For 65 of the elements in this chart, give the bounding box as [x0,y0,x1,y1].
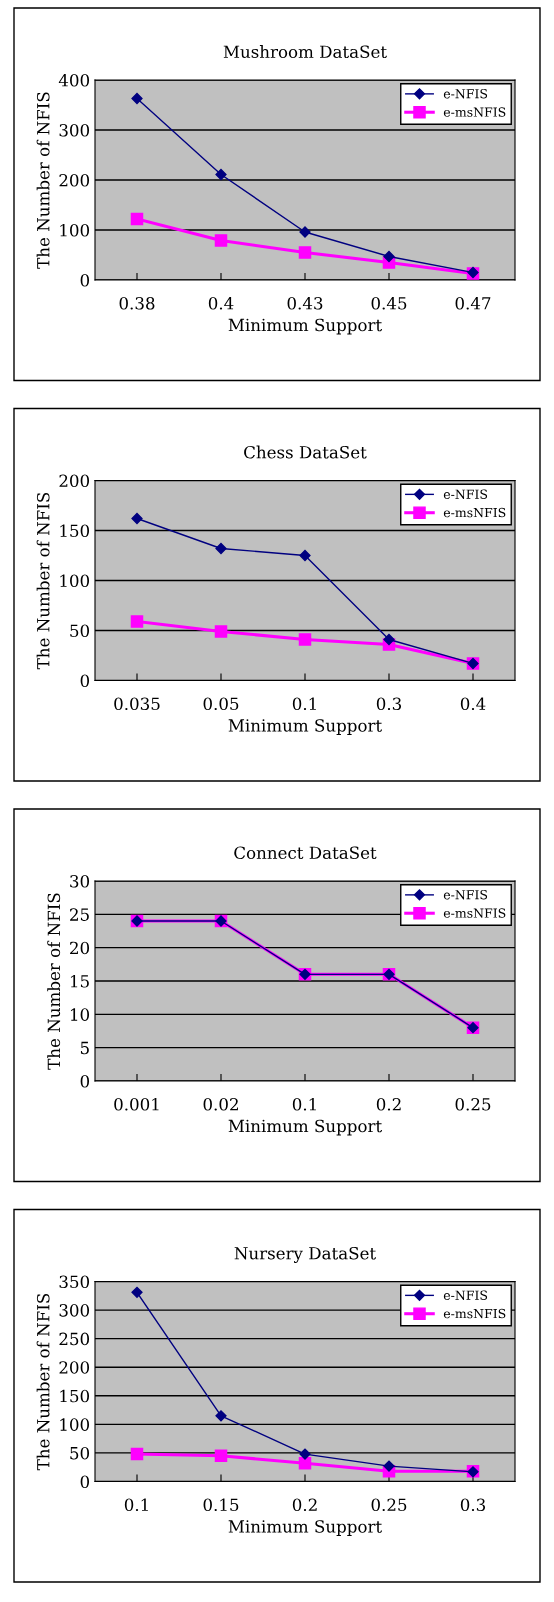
y-tick-label: 200 [59,1361,90,1374]
legend-label: e-msNFIS [443,507,506,518]
legend-label: e-msNFIS [443,908,506,918]
x-tick-label: 0.45 [371,296,407,310]
y-axis-title: The Number of NFIS [36,1293,50,1471]
y-tick-label: 250 [59,1332,90,1346]
y-tick-label: 20 [70,941,90,955]
y-tick-label: 30 [70,874,90,888]
x-tick-label: 0.05 [203,697,239,711]
y-tick-label: 10 [70,1008,90,1021]
x-tick-label: 0.1 [292,1097,316,1111]
y-tick-label: 300 [59,1304,90,1317]
x-tick-label: 0.02 [203,1097,238,1111]
y-tick-label: 150 [60,1389,90,1403]
y-axis-title: The Number of NFIS [36,492,50,670]
x-tick-label: 0.2 [292,1498,317,1512]
x-axis-title: Minimum Support [228,318,383,335]
y-tick-label: 0 [80,674,90,688]
y-tick-label: 100 [60,574,90,588]
chart-title: Mushroom DataSet [223,45,387,59]
x-tick-label: 0.1 [292,697,316,711]
x-tick-label: 0.47 [455,296,491,310]
y-tick-label: 100 [60,1418,90,1431]
y-tick-label: 0 [80,273,90,287]
y-tick-label: 100 [60,223,90,237]
y-tick-label: 0 [80,1475,90,1489]
legend-label: e-NFIS [443,88,488,99]
chart-title: Nursery DataSet [234,1246,377,1263]
x-tick-label: 0.43 [287,296,323,310]
y-tick-label: 5 [80,1041,89,1055]
y-tick-label: 200 [59,173,90,187]
y-tick-label: 350 [59,1275,90,1289]
x-tick-label: 0.38 [119,296,155,310]
legend-label: e-NFIS [443,889,488,900]
y-tick-label: 300 [59,123,90,137]
x-tick-label: 0.25 [455,1097,491,1111]
x-axis-title: Minimum Support [228,1520,383,1536]
x-axis-title: Minimum Support [228,719,383,735]
x-tick-label: 0.4 [460,697,486,711]
y-tick-label: 50 [70,624,90,638]
legend-label: e-msNFIS [443,1308,506,1319]
legend-label: e-NFIS [443,1290,488,1300]
y-tick-label: 0 [80,1074,90,1088]
y-tick-label: 25 [70,908,89,921]
y-axis-title: The Number of NFIS [36,92,50,269]
x-tick-label: 0.25 [371,1498,407,1512]
x-tick-label: 0.1 [124,1498,148,1512]
y-tick-label: 400 [58,73,90,87]
x-tick-label: 0.4 [208,296,234,310]
y-tick-label: 150 [60,524,90,538]
y-tick-label: 50 [70,1446,90,1460]
x-tick-label: 0.3 [376,697,402,711]
x-tick-label: 0.15 [203,1498,239,1512]
legend-label: e-msNFIS [443,107,506,117]
legend-label: e-NFIS [443,489,488,499]
x-axis-title: Minimum Support [228,1119,383,1136]
x-tick-label: 0.3 [460,1498,486,1512]
x-tick-label: 0.035 [114,697,160,711]
chart-title: Connect DataSet [234,846,377,860]
y-axis-title: The Number of NFIS [47,893,61,1070]
x-tick-label: 0.2 [376,1097,401,1111]
chart-title: Chess DataSet [244,445,367,459]
x-tick-label: 0.001 [114,1097,159,1111]
y-tick-label: 15 [70,974,89,988]
y-tick-label: 200 [59,474,90,488]
